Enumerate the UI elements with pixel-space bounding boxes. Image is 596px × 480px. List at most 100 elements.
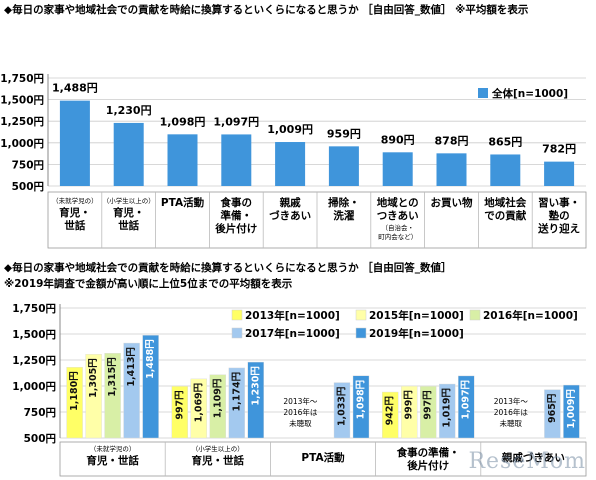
bar-value-label: 997円 [174, 390, 185, 419]
category-label: 後片付け [214, 222, 257, 235]
bar [436, 153, 467, 186]
bar [382, 152, 413, 186]
bar [113, 122, 144, 186]
bar-value-label: 959円 [327, 127, 361, 140]
bar-value-label: 1,174円 [231, 372, 242, 412]
bar-value-label: 1,069円 [193, 383, 204, 423]
chart-title: ◆毎日の家事や地域社会での貢献を時給に換算するといくらになると思うか ［自由回答… [4, 3, 529, 16]
legend-label: 2015年[n=1000] [369, 309, 464, 322]
legend-label: 2019年[n=1000] [369, 327, 464, 340]
category-label: 育児・ [113, 206, 145, 219]
legend-swatch [355, 309, 367, 321]
category-label: づきあい [269, 209, 311, 222]
bar [458, 375, 475, 439]
category-label: 育児・世話 [86, 454, 139, 467]
chart-household-value-by-year: ◆毎日の家事や地域社会での貢献を時給に換算するといくらになると思うか ［自由回答… [4, 261, 587, 477]
category-frame [59, 441, 587, 477]
bar-value-label: 999円 [404, 390, 415, 419]
y-tick-label: 1,750円 [12, 303, 56, 315]
legend-label: 全体[n=1000] [491, 87, 568, 100]
bar-value-label: 865円 [488, 135, 522, 148]
category-label: PTA活動 [161, 196, 205, 209]
bar [352, 375, 370, 439]
category-sublabel: （小学生以上の） [103, 196, 155, 205]
bar-value-label: 1,315円 [107, 357, 118, 397]
not-surveyed-note: 2013年～ [494, 396, 529, 406]
bar [439, 383, 456, 439]
category-label: 育児・世話 [192, 454, 245, 467]
bar-value-label: 1,009円 [566, 389, 577, 429]
bar [544, 161, 575, 186]
bar-value-label: 997円 [423, 390, 434, 419]
bar-value-label: 1,413円 [126, 347, 137, 387]
category-sublabel: （小学生以上の） [192, 444, 244, 453]
category-label: 洗濯 [333, 209, 354, 222]
legend-label: 2016年[n=1000] [483, 309, 578, 322]
bar [544, 389, 561, 439]
legend-swatch [355, 327, 367, 339]
category-sublabel: （未就学児の） [90, 444, 136, 453]
y-tick-label: 1,500円 [12, 329, 56, 341]
bar-value-label: 1,230円 [106, 104, 152, 117]
category-label: つきあい [377, 209, 419, 222]
bar-value-label: 1,009円 [267, 123, 313, 136]
category-label: 塾の [549, 209, 570, 222]
not-surveyed-note: 2016年は [283, 407, 318, 417]
bar [190, 378, 208, 439]
bar-value-label: 1,488円 [52, 82, 98, 95]
legend-swatch [469, 309, 481, 321]
not-surveyed-note: 2013年～ [283, 396, 318, 406]
y-tick-label: 1,000円 [0, 138, 44, 150]
category-label: 親戚 [280, 196, 301, 209]
legend-label: 2017年[n=1000] [245, 327, 340, 340]
bar-value-label: 1,097円 [461, 380, 472, 420]
category-label: 送り迎え [537, 222, 580, 235]
bar [59, 100, 90, 186]
bar [420, 386, 437, 439]
bar-value-label: 965円 [547, 394, 558, 423]
y-tick-label: 1,000円 [12, 381, 56, 393]
bar-value-label: 1,019円 [442, 388, 453, 428]
bar-value-label: 1,098円 [160, 115, 206, 128]
not-surveyed-note: 2016年は [494, 407, 529, 417]
bar [228, 367, 246, 439]
category-label: 育児・ [59, 206, 91, 219]
category-label: 後片付け [406, 459, 449, 472]
bar [490, 154, 521, 186]
bar [563, 384, 580, 439]
bar [221, 134, 252, 186]
category-label: 地域との [377, 196, 419, 209]
bar-value-label: 890円 [381, 133, 415, 146]
category-label: 地域社会 [484, 196, 526, 209]
y-tick-label: 500円 [12, 181, 44, 193]
category-label: お買い物 [431, 196, 473, 209]
y-tick-label: 500円 [24, 433, 56, 445]
category-label: 準備・ [221, 209, 253, 222]
bar [123, 342, 140, 439]
bar [167, 134, 198, 186]
category-note: 町内会など） [378, 232, 417, 241]
bar [171, 386, 189, 439]
not-surveyed-note: 未聴取 [289, 418, 312, 428]
bar-value-label: 942円 [385, 396, 396, 425]
category-sublabel: （未就学児の） [52, 196, 98, 205]
bar [66, 367, 83, 439]
category-note: （自治会・ [381, 223, 414, 232]
y-tick-label: 1,500円 [0, 95, 44, 107]
legend-swatch [478, 88, 488, 98]
category-label: での貢献 [484, 209, 526, 222]
bar-value-label: 1,488円 [145, 339, 156, 379]
bar [401, 385, 418, 439]
bar [85, 354, 102, 439]
bar [382, 391, 399, 439]
y-tick-label: 1,250円 [0, 116, 44, 128]
legend-label: 2013年[n=1000] [245, 309, 340, 322]
category-label: 習い事・ [538, 196, 580, 209]
y-tick-label: 1,750円 [0, 73, 44, 85]
bar-value-label: 1,097円 [213, 115, 259, 128]
bar [104, 353, 121, 439]
y-tick-label: 1,250円 [12, 355, 56, 367]
category-label: 世話 [64, 219, 85, 232]
bar-value-label: 782円 [542, 143, 576, 156]
bar [247, 361, 265, 439]
